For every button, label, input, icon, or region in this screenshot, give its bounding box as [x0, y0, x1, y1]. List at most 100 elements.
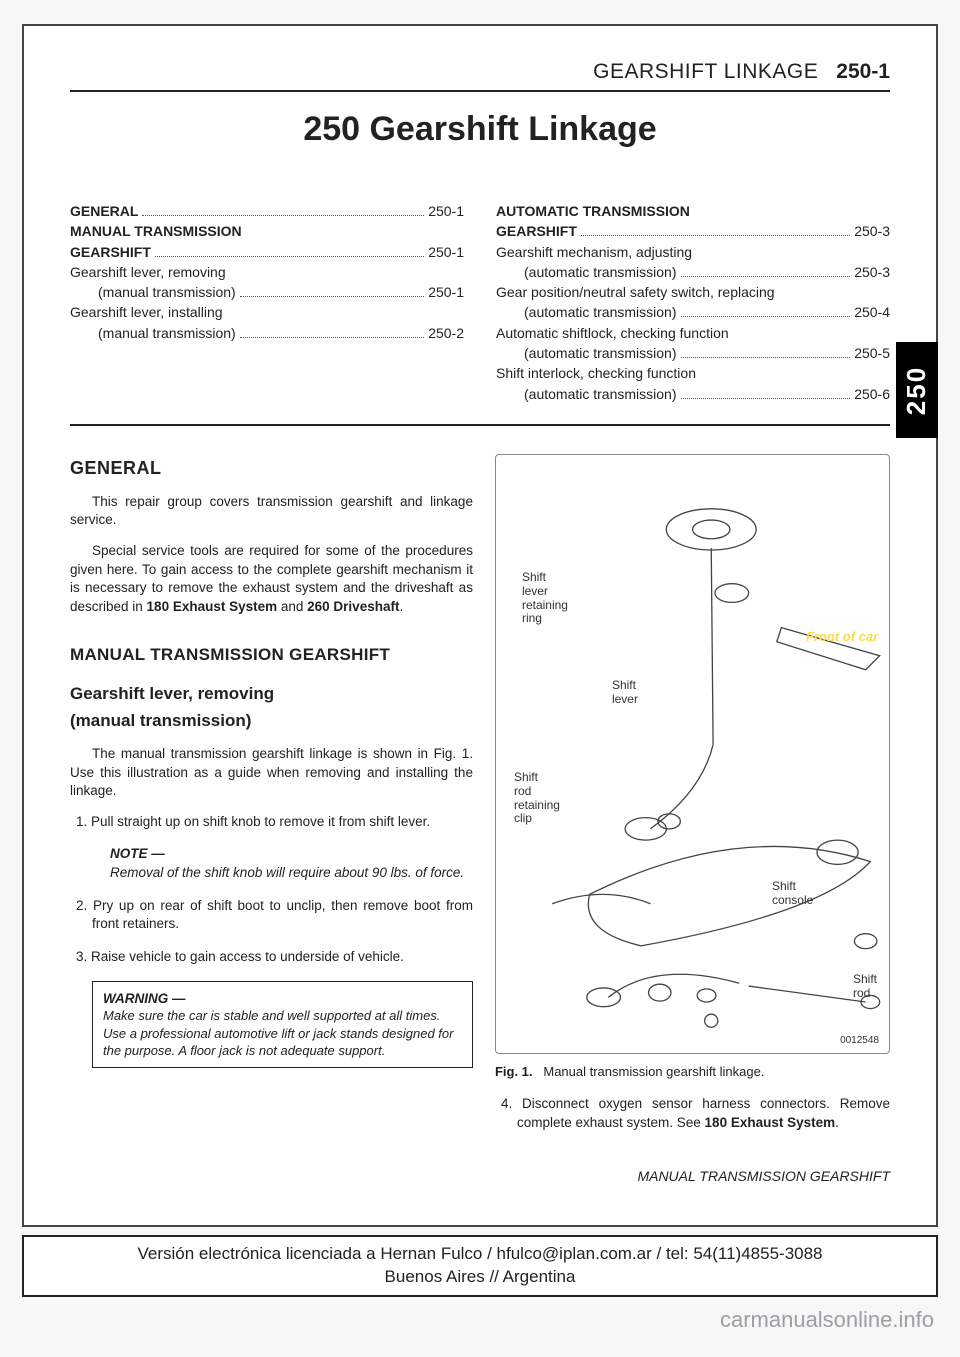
toc-line: GEARSHIFT 250-1 [70, 242, 464, 262]
text-bold: 260 Driveshaft [307, 599, 399, 614]
label-shift-console: Shift console [772, 880, 813, 908]
watermark: carmanualsonline.info [720, 1307, 934, 1333]
toc-line: GEARSHIFT 250-3 [496, 221, 890, 241]
toc-label: Gearshift mechanism, adjusting [496, 242, 692, 262]
toc-page: 250-6 [854, 384, 890, 404]
toc-label: (automatic transmission) [524, 302, 677, 322]
license-line-1: Versión electrónica licenciada a Hernan … [32, 1243, 928, 1266]
note-block: NOTE — Removal of the shift knob will re… [70, 845, 473, 882]
warning-box: WARNING — Make sure the car is stable an… [92, 981, 473, 1068]
toc-label: (automatic transmission) [524, 384, 677, 404]
step-2: 2. Pry up on rear of shift boot to uncli… [70, 897, 473, 934]
warning-title: WARNING — [103, 990, 462, 1008]
toc-line: (automatic transmission) 250-6 [496, 384, 890, 404]
side-tab-label: 250 [902, 365, 933, 414]
toc-label: MANUAL TRANSMISSION [70, 221, 242, 241]
header-title: GEARSHIFT LINKAGE [593, 60, 818, 84]
linkage-sketch [496, 455, 889, 1053]
general-p1: This repair group covers transmission ge… [70, 493, 473, 530]
right-column: Shift lever retaining ring Shift lever S… [495, 454, 890, 1184]
toc-label: (manual transmission) [98, 282, 236, 302]
page-frame: GEARSHIFT LINKAGE 250-1 250 Gearshift Li… [22, 24, 938, 1227]
toc-label: Gear position/neutral safety switch, rep… [496, 282, 775, 302]
manual-heading: MANUAL TRANSMISSION GEARSHIFT [70, 643, 473, 666]
toc-right-col: AUTOMATIC TRANSMISSIONGEARSHIFT 250-3 Gear… [496, 201, 890, 404]
body-columns: GENERAL This repair group covers transmi… [70, 454, 890, 1184]
toc-label: (automatic transmission) [524, 262, 677, 282]
text-bold: 180 Exhaust System [147, 599, 278, 614]
toc-dots [240, 337, 424, 338]
warning-body: Make sure the car is stable and well sup… [103, 1007, 462, 1058]
toc-page: 250-1 [428, 201, 464, 221]
toc-label: Shift interlock, checking function [496, 363, 696, 383]
toc-dots [581, 235, 850, 236]
text-bold: 180 Exhaust System [705, 1115, 836, 1130]
toc-page: 250-3 [854, 262, 890, 282]
toc-label: GEARSHIFT [496, 221, 577, 241]
toc-label: AUTOMATIC TRANSMISSION [496, 201, 690, 221]
toc-line: AUTOMATIC TRANSMISSION [496, 201, 890, 221]
toc-label: (automatic transmission) [524, 343, 677, 363]
toc-line: (manual transmission) 250-2 [70, 323, 464, 343]
figure-box: Shift lever retaining ring Shift lever S… [495, 454, 890, 1054]
toc-line: Automatic shiftlock, checking function [496, 323, 890, 343]
toc-line: (manual transmission)250-1 [70, 282, 464, 302]
toc-line: Gear position/neutral safety switch, rep… [496, 282, 890, 302]
footer-section-label: MANUAL TRANSMISSION GEARSHIFT [495, 1168, 890, 1184]
toc-page: 250-4 [854, 302, 890, 322]
toc-label: Gearshift lever, removing [70, 262, 226, 282]
toc-line: Gearshift lever, installing [70, 302, 464, 322]
toc-line: MANUAL TRANSMISSION [70, 221, 464, 241]
text: . [835, 1115, 839, 1130]
toc-dots [681, 316, 851, 317]
left-column: GENERAL This repair group covers transmi… [70, 454, 473, 1184]
toc-line: (automatic transmission) 250-5 [496, 343, 890, 363]
toc-page: 250-2 [428, 323, 464, 343]
general-heading: GENERAL [70, 456, 473, 481]
toc-label: GENERAL [70, 201, 138, 221]
toc-label: Gearshift lever, installing [70, 302, 223, 322]
text: and [277, 599, 307, 614]
toc-page: 250-3 [854, 221, 890, 241]
general-p2: Special service tools are required for s… [70, 542, 473, 617]
toc-left-col: GENERAL 250-1 MANUAL TRANSMISSIONGEARSHIFT… [70, 201, 464, 404]
step-3: 3. Raise vehicle to gain access to under… [70, 948, 473, 967]
caption-text: Manual transmission gearshift linkage. [543, 1064, 764, 1079]
toc-label: Automatic shiftlock, checking function [496, 323, 729, 343]
toc-dots [681, 398, 851, 399]
header-page: 250-1 [836, 60, 890, 84]
label-shift-lever: Shift lever [612, 679, 638, 707]
toc: GENERAL250-1MANUAL TRANSMISSIONGEARSHIFT… [70, 201, 890, 426]
sub-heading-2: (manual transmission) [70, 709, 473, 732]
toc-dots [155, 256, 424, 257]
figure-caption: Fig. 1. Manual transmission gearshift li… [495, 1064, 890, 1079]
toc-line: Gearshift mechanism, adjusting [496, 242, 890, 262]
toc-dots [681, 276, 851, 277]
text: . [399, 599, 403, 614]
toc-line: GENERAL 250-1 [70, 201, 464, 221]
header-row: GEARSHIFT LINKAGE 250-1 [70, 60, 890, 92]
step-4: 4. Disconnect oxygen sensor harness conn… [495, 1095, 890, 1132]
toc-line: Shift interlock, checking function [496, 363, 890, 383]
manual-p1: The manual transmission gearshift linkag… [70, 745, 473, 801]
sub-heading-1: Gearshift lever, removing [70, 682, 473, 705]
step-1: 1. Pull straight up on shift knob to rem… [70, 813, 473, 832]
figure-code: 0012548 [840, 1035, 879, 1047]
toc-page: 250-5 [854, 343, 890, 363]
toc-label: GEARSHIFT [70, 242, 151, 262]
label-shift-lever-ring: Shift lever retaining ring [522, 571, 568, 626]
label-shift-rod-clip: Shift rod retaining clip [514, 771, 560, 826]
side-tab: 250 [896, 342, 938, 438]
toc-page: 250-1 [428, 242, 464, 262]
main-title: 250 Gearshift Linkage [70, 110, 890, 149]
toc-dots [142, 215, 424, 216]
caption-bold: Fig. 1. [495, 1064, 533, 1079]
toc-dots [681, 357, 851, 358]
license-line-2: Buenos Aires // Argentina [32, 1266, 928, 1289]
toc-line: Gearshift lever, removing [70, 262, 464, 282]
toc-label: (manual transmission) [98, 323, 236, 343]
toc-dots [240, 296, 424, 297]
license-box: Versión electrónica licenciada a Hernan … [22, 1235, 938, 1297]
note-title: NOTE — [110, 845, 473, 864]
toc-line: (automatic transmission) 250-4 [496, 302, 890, 322]
